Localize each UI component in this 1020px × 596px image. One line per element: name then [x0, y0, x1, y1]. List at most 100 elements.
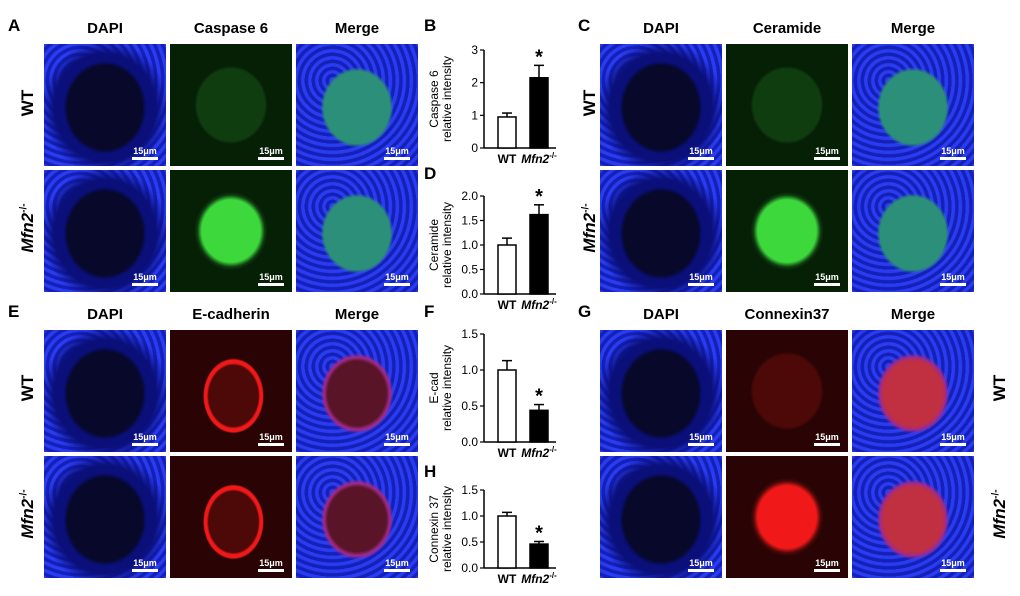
scale-bar-line — [258, 157, 284, 160]
scale-bar-label: 15μm — [385, 432, 409, 442]
scale-bar: 15μm — [384, 558, 410, 572]
row-label-e-mfn2: Mfn2-/- — [18, 489, 37, 539]
scale-bar-line — [814, 443, 840, 446]
scale-bar-label: 15μm — [133, 432, 157, 442]
scale-bar: 15μm — [132, 146, 158, 160]
title-c-ceramide: Ceramide — [752, 20, 822, 37]
row-label-a-mfn2: Mfn2-/- — [18, 203, 37, 253]
scale-bar: 15μm — [814, 272, 840, 286]
scale-bar-label: 15μm — [941, 272, 965, 282]
scale-bar: 15μm — [384, 146, 410, 160]
scale-bar: 15μm — [258, 432, 284, 446]
scale-bar-line — [132, 157, 158, 160]
x-tick-label: Mfn2-/- — [521, 151, 557, 166]
bar-wt — [497, 116, 517, 149]
scale-bar-line — [384, 569, 410, 572]
scale-bar: 15μm — [940, 146, 966, 160]
scale-bar: 15μm — [384, 272, 410, 286]
chart-connexin37: 0.0 0.5 1.0 1.5 Connexin 37 relative intensit… — [427, 483, 557, 586]
micrograph-g-wt-merge: 15μm — [852, 330, 974, 452]
scale-bar-line — [258, 443, 284, 446]
scale-bar-label: 15μm — [689, 432, 713, 442]
bar-mfn2 — [529, 409, 549, 443]
x-tick-label: Mfn2-/- — [521, 571, 557, 586]
x-tick-label: WT — [498, 298, 517, 312]
micrograph-a-wt-stain: 15μm — [170, 44, 292, 166]
y-tick-label: 1.0 — [461, 363, 478, 377]
scale-bar-label: 15μm — [385, 272, 409, 282]
scale-bar: 15μm — [940, 558, 966, 572]
scale-bar-line — [940, 569, 966, 572]
title-a-caspase: Caspase 6 — [193, 20, 269, 37]
x-tick-label: Mfn2-/- — [521, 297, 557, 312]
micrograph-c-wt-stain: 15μm — [726, 44, 848, 166]
scale-bar-line — [384, 157, 410, 160]
panel-letter-f: F — [424, 302, 435, 321]
title-e-merge: Merge — [334, 306, 380, 323]
y-tick-label: 0.0 — [461, 435, 478, 449]
scale-bar: 15μm — [814, 432, 840, 446]
scale-bar: 15μm — [688, 432, 714, 446]
y-tick-label: 0.5 — [461, 263, 478, 277]
y-tick-label: 0.5 — [461, 535, 478, 549]
scale-bar-line — [814, 157, 840, 160]
title-g-merge: Merge — [890, 306, 936, 323]
scale-bar-line — [258, 283, 284, 286]
scale-bar: 15μm — [384, 432, 410, 446]
scale-bar-line — [384, 443, 410, 446]
scale-bar-label: 15μm — [941, 146, 965, 156]
scale-bar-line — [940, 157, 966, 160]
scale-bar-line — [814, 283, 840, 286]
scale-bar-label: 15μm — [815, 558, 839, 568]
scale-bar-label: 15μm — [815, 272, 839, 282]
panel-letter-a: A — [8, 16, 21, 35]
scale-bar-label: 15μm — [259, 146, 283, 156]
scale-bar-line — [258, 569, 284, 572]
scale-bar-line — [688, 569, 714, 572]
y-tick-label: 1.0 — [461, 509, 478, 523]
significance-star: * — [535, 522, 543, 544]
scale-bar: 15μm — [132, 558, 158, 572]
row-label-g-wt: WT — [990, 374, 1009, 402]
y-axis-label: Caspase 6 — [427, 70, 441, 128]
scale-bar: 15μm — [814, 146, 840, 160]
scale-bar-line — [688, 283, 714, 286]
scale-bar: 15μm — [940, 272, 966, 286]
scale-bar-label: 15μm — [815, 432, 839, 442]
micrograph-c-mfn2-dapi: 15μm — [600, 170, 722, 292]
y-tick-label: 1.5 — [461, 327, 478, 341]
scale-bar-label: 15μm — [133, 146, 157, 156]
panel-letter-c: C — [578, 16, 591, 35]
scale-bar: 15μm — [132, 432, 158, 446]
y-tick-label: 0.5 — [461, 399, 478, 413]
micrograph-g-wt-stain: 15μm — [726, 330, 848, 452]
panel-letter-g: G — [578, 302, 592, 321]
scale-bar: 15μm — [132, 272, 158, 286]
scale-bar-label: 15μm — [385, 146, 409, 156]
scale-bar-line — [814, 569, 840, 572]
micrograph-e-mfn2-stain: 15μm — [170, 456, 292, 578]
scale-bar: 15μm — [688, 558, 714, 572]
significance-star: * — [535, 46, 543, 68]
title-a-merge: Merge — [334, 20, 380, 37]
micrograph-c-wt-dapi: 15μm — [600, 44, 722, 166]
bar-wt — [497, 515, 517, 569]
title-g-dapi: DAPI — [643, 306, 679, 323]
y-tick-label: 2 — [471, 76, 478, 90]
scale-bar-label: 15μm — [259, 558, 283, 568]
x-tick-label: WT — [498, 572, 517, 586]
row-label-c-mfn2: Mfn2-/- — [580, 203, 599, 253]
title-a-dapi: DAPI — [87, 20, 123, 37]
title-c-dapi: DAPI — [643, 20, 679, 37]
bar-wt — [497, 369, 517, 443]
title-c-merge: Merge — [890, 20, 936, 37]
bar-mfn2 — [529, 213, 549, 295]
micrograph-a-mfn2-merge: 15μm — [296, 170, 418, 292]
scale-bar: 15μm — [258, 146, 284, 160]
bar-wt — [497, 244, 517, 295]
x-tick-label: WT — [498, 446, 517, 460]
row-label-e-wt: WT — [18, 374, 37, 402]
y-tick-label: 3 — [471, 43, 478, 57]
scale-bar: 15μm — [814, 558, 840, 572]
bar-mfn2 — [529, 77, 549, 149]
